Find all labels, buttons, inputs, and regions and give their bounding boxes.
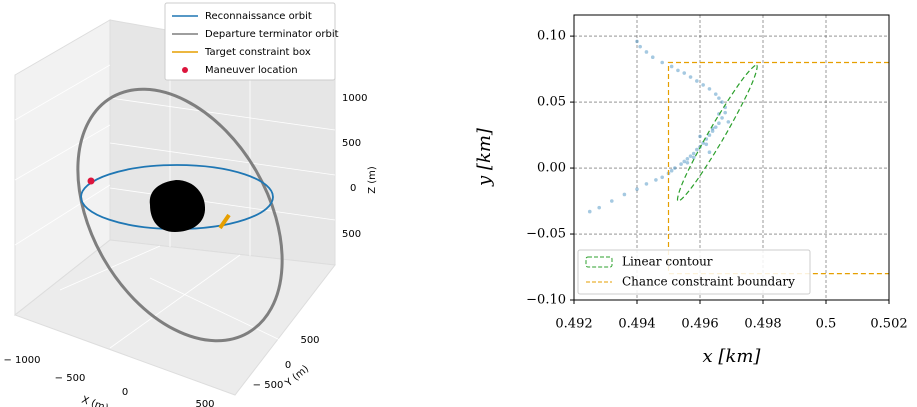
scatter-point <box>720 116 724 120</box>
scatter-point <box>682 71 687 75</box>
scatter-point <box>660 60 664 65</box>
scatter-point <box>669 168 674 173</box>
y-tick-label: 500 <box>300 335 319 346</box>
scatter-point <box>669 64 674 69</box>
y-tick-label: − 500 <box>253 380 284 391</box>
scatter-point <box>685 160 690 165</box>
scatter-point <box>695 147 699 152</box>
scatter-point <box>679 162 683 166</box>
scatter-point <box>720 100 724 104</box>
scatter-point <box>723 110 727 115</box>
x-tick-label: 0.494 <box>618 317 655 332</box>
legend-label: Maneuver location <box>205 65 298 76</box>
contour <box>676 64 758 202</box>
x-tick-label: 0.492 <box>555 317 592 332</box>
scatter-point <box>691 151 696 156</box>
x-tick-label: − 500 <box>55 373 86 384</box>
scatter-point <box>691 155 696 160</box>
scatter-point <box>673 166 677 170</box>
x-axis-label: X (m) <box>80 395 110 407</box>
scatter-point <box>622 192 627 197</box>
scatter-point <box>701 83 705 87</box>
x-tick-label: 0.5 <box>816 317 837 332</box>
y-axis-label: y [km] <box>474 127 495 187</box>
scatter-point <box>644 50 649 54</box>
maneuver <box>87 177 95 185</box>
scatter-point <box>704 142 709 147</box>
scatter-point <box>726 120 731 124</box>
x-tick-label: − 1000 <box>3 355 40 366</box>
legend-label: Target constraint box <box>204 47 311 58</box>
scatter-point <box>676 68 680 73</box>
x-tick-label: 0.498 <box>744 317 781 332</box>
scatter-point <box>650 55 655 60</box>
legend-label: Chance constraint boundary <box>622 275 795 289</box>
scatter-point <box>587 209 592 214</box>
grid-3d <box>14 31 336 349</box>
y-tick-label: 0.00 <box>537 161 566 176</box>
legend-label: Departure terminator orbit <box>205 29 339 40</box>
plot-frame <box>573 14 890 301</box>
scatter-point <box>717 121 721 125</box>
legend-label: Reconnaissance orbit <box>205 11 312 22</box>
scatter-point <box>638 44 642 49</box>
scatter-point <box>707 133 712 137</box>
terminator-orbit <box>76 87 284 343</box>
y-tick-label: 0.05 <box>537 95 566 110</box>
scatter-point <box>685 157 690 161</box>
scatter-point <box>610 199 614 203</box>
scatter-point <box>682 159 687 164</box>
scatter-point <box>660 175 664 180</box>
target-box <box>218 213 231 230</box>
scatter-point <box>698 134 702 139</box>
asteroid <box>149 180 206 232</box>
x-axis-label: x [km] <box>703 346 762 367</box>
scatter-point <box>710 129 715 133</box>
scatter-point <box>597 205 601 210</box>
scatter-point <box>707 150 712 155</box>
scatter-point <box>688 75 693 79</box>
y-tick-label: 0 <box>285 360 291 371</box>
scatter-point <box>635 39 639 44</box>
y-tick-label: 0.10 <box>537 29 566 44</box>
z-tick-label: 1000 <box>342 93 367 104</box>
z-tick-label: 500 <box>342 229 361 240</box>
scatter-point <box>688 154 693 158</box>
pane <box>13 239 336 396</box>
legend-3d <box>164 2 336 81</box>
scatter-point <box>654 178 658 182</box>
z-axis-label: Z (m) <box>367 166 378 194</box>
x-tick-label: 0.496 <box>681 317 718 332</box>
legend-marker <box>182 67 188 73</box>
scatter-point <box>701 141 705 145</box>
y-tick-label: −0.05 <box>526 227 566 242</box>
x-tick-label: 0 <box>122 387 128 398</box>
scatter-point <box>713 92 718 96</box>
scatter-point <box>717 96 721 100</box>
z-tick-label: 0 <box>350 183 356 194</box>
scatter-point <box>713 125 718 129</box>
legend-box <box>577 249 811 295</box>
legend-swatch <box>585 256 613 268</box>
z-tick-label: 500 <box>342 138 361 149</box>
legend-label: Linear contour <box>622 255 713 269</box>
scatter-point <box>707 87 712 91</box>
scatter-point <box>635 187 639 191</box>
y-tick-label: −0.10 <box>526 293 566 308</box>
x-tick-label: 500 <box>195 399 214 407</box>
scatter-point <box>644 182 649 186</box>
x-tick-label: 0.502 <box>870 317 907 332</box>
scatter-point <box>695 79 699 83</box>
